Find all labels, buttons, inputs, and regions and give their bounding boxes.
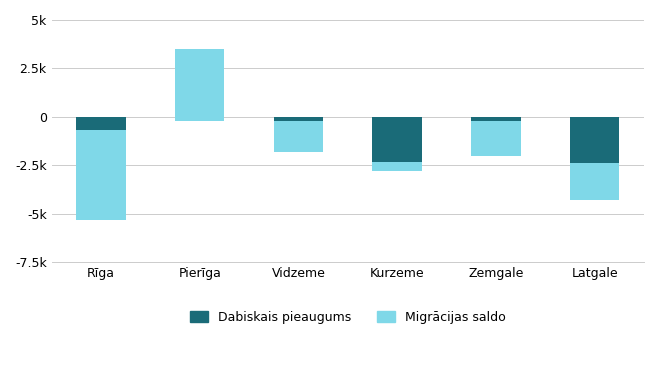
Bar: [273, 121, 323, 152]
Bar: [76, 117, 126, 220]
Bar: [175, 49, 225, 121]
Bar: [175, 117, 225, 121]
Bar: [372, 161, 422, 171]
Bar: [570, 117, 619, 200]
Bar: [570, 164, 619, 200]
Bar: [372, 117, 422, 171]
Bar: [471, 117, 521, 156]
Legend: Dabiskais pieaugums, Migrācijas saldo: Dabiskais pieaugums, Migrācijas saldo: [185, 306, 511, 329]
Bar: [471, 121, 521, 156]
Bar: [76, 130, 126, 220]
Bar: [273, 117, 323, 152]
